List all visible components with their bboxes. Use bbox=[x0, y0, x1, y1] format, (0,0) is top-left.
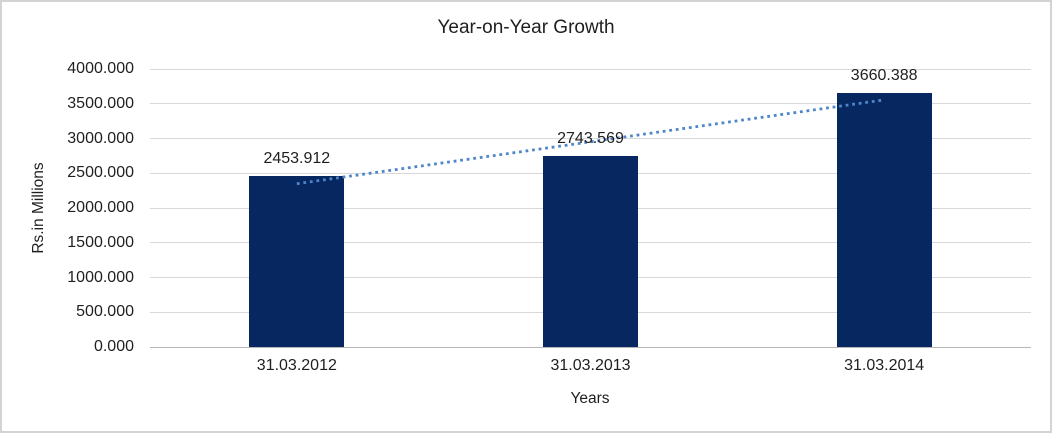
x-tick-label: 31.03.2012 bbox=[256, 357, 337, 374]
bar-31.03.2012[interactable] bbox=[249, 176, 345, 347]
y-tick-label: 1000.000 bbox=[67, 268, 134, 286]
y-tick-label: 0.000 bbox=[93, 338, 134, 355]
chart-title: Year-on-Year Growth bbox=[437, 17, 615, 38]
y-tick-label: 3500.000 bbox=[67, 94, 134, 112]
bar-31.03.2014[interactable] bbox=[836, 92, 932, 347]
x-axis-title: Years bbox=[570, 390, 610, 407]
gridline bbox=[150, 103, 1031, 105]
data-label: 2453.912 bbox=[263, 150, 331, 168]
data-label: 3660.388 bbox=[850, 66, 918, 84]
x-tick-label: 31.03.2013 bbox=[550, 357, 631, 374]
y-tick-label: 3000.000 bbox=[67, 129, 134, 147]
bar-31.03.2013[interactable] bbox=[543, 156, 638, 347]
trendline-layer bbox=[296, 98, 885, 186]
data-label: 2743.569 bbox=[557, 130, 624, 148]
x-axis-line bbox=[150, 346, 1031, 348]
y-tick-label: 1500.000 bbox=[67, 233, 134, 251]
y-tick-label: 4000.000 bbox=[67, 60, 134, 77]
y-axis-title: Rs.in Millions bbox=[30, 162, 47, 254]
x-tick-label: 31.03.2014 bbox=[844, 357, 925, 374]
gridline bbox=[150, 138, 1031, 139]
y-tick-label: 500.000 bbox=[76, 303, 134, 321]
y-tick-label: 2000.000 bbox=[67, 199, 134, 216]
y-tick-label: 2500.000 bbox=[67, 164, 134, 182]
gridline bbox=[150, 68, 1031, 70]
plot-area: 4000.000 3500.000 3000.000 2500.000 2000.000… bbox=[67, 60, 1031, 374]
